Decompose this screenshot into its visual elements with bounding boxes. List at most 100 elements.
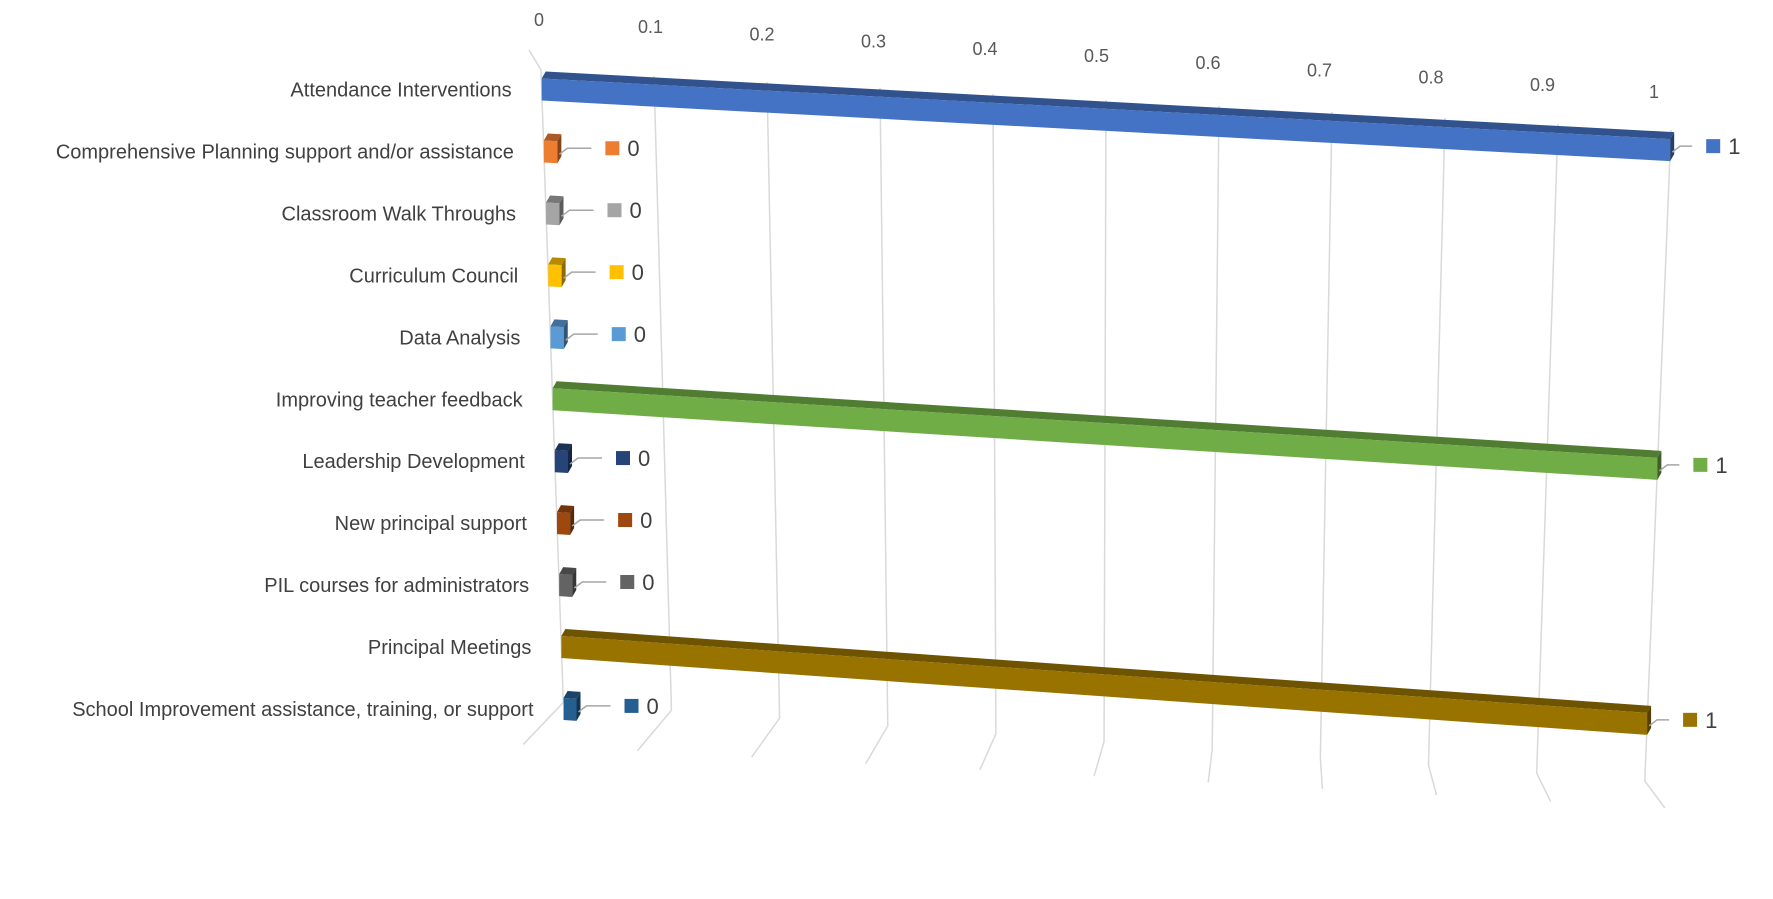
data-label-value: 0	[632, 260, 644, 285]
bar-top-face	[550, 319, 568, 328]
category-label: New principal support	[335, 513, 528, 535]
data-label-value: 0	[638, 446, 650, 471]
x-tick-label: 0.5	[1084, 46, 1109, 66]
legend-key	[618, 513, 633, 528]
gridline	[1207, 105, 1220, 783]
x-tick-label: 1	[1649, 82, 1659, 102]
bar-top-face	[543, 133, 562, 142]
bar-end-face	[1647, 705, 1652, 735]
gridline	[1319, 111, 1333, 789]
bar-end-face	[1670, 132, 1675, 162]
bar-front-face	[550, 326, 564, 350]
data-label: 1	[1658, 453, 1728, 478]
gridline	[636, 75, 673, 752]
data-label-value: 1	[1705, 708, 1717, 733]
legend-key	[605, 141, 620, 156]
bar	[543, 133, 562, 164]
bar-end-face	[572, 567, 577, 597]
bar-top-face	[546, 195, 564, 204]
legend-key	[616, 451, 630, 466]
bar-top-face	[556, 505, 575, 514]
leader-line	[1658, 464, 1680, 472]
category-label: Curriculum Council	[349, 265, 518, 287]
category-label: Principal Meetings	[368, 637, 531, 659]
data-label: 1	[1648, 708, 1717, 733]
leader-line	[578, 705, 611, 713]
bar-end-face	[557, 134, 562, 164]
data-label-value: 0	[627, 136, 639, 161]
leader-line	[565, 333, 598, 341]
bar-end-face	[576, 691, 581, 721]
data-label: 0	[565, 322, 646, 347]
x-tick-label: 0.2	[749, 24, 774, 44]
bar	[561, 629, 1652, 735]
bar-top-face	[548, 257, 566, 266]
leader-line	[573, 581, 607, 589]
bar-front-face	[563, 697, 577, 721]
legend-key	[609, 265, 624, 280]
category-label: Data Analysis	[399, 327, 520, 349]
data-label: 0	[563, 260, 644, 285]
leader-line	[1648, 719, 1670, 727]
legend-key	[1683, 712, 1698, 727]
data-label: 0	[571, 508, 652, 533]
data-label-value: 0	[634, 322, 646, 347]
leader-line	[558, 147, 592, 155]
axis-wall-edge	[528, 49, 542, 71]
leader-line	[571, 519, 605, 527]
x-tick-label: 0.8	[1418, 68, 1443, 88]
category-label: Improving teacher feedback	[276, 389, 524, 411]
gridline	[1644, 129, 1672, 809]
data-label: 0	[569, 446, 650, 471]
bars	[541, 71, 1675, 735]
gridline	[865, 87, 889, 764]
category-label: Comprehensive Planning support and/or as…	[56, 142, 514, 164]
x-tick-label: 0.7	[1307, 60, 1332, 80]
gridline	[1093, 99, 1107, 777]
bar-front-face	[554, 450, 568, 474]
bar-end-face	[568, 444, 572, 474]
bar-top-face	[561, 629, 1652, 713]
data-label-value: 0	[640, 508, 652, 533]
data-label: 0	[561, 198, 642, 223]
data-label-value: 1	[1715, 453, 1727, 478]
bar-front-face	[543, 140, 558, 164]
x-tick-label: 0.9	[1530, 75, 1555, 95]
legend-key	[1706, 139, 1721, 154]
bar-end-face	[561, 258, 566, 288]
bar	[548, 257, 566, 288]
bar-top-face	[541, 71, 1675, 140]
data-label-value: 0	[629, 198, 641, 223]
gridline	[979, 93, 997, 771]
data-label-value: 0	[647, 694, 659, 719]
data-label-value: 0	[642, 570, 654, 595]
category-label: PIL courses for administrators	[264, 575, 529, 597]
legend-key	[620, 574, 635, 589]
x-tick-label: 0.6	[1195, 53, 1220, 73]
gridline	[1427, 117, 1446, 796]
bar	[541, 71, 1675, 162]
category-label: Classroom Walk Throughs	[282, 203, 517, 225]
bar	[552, 381, 1662, 480]
category-label: Leadership Development	[302, 451, 525, 473]
bar-end-face	[559, 196, 564, 226]
leader-line	[1671, 145, 1693, 153]
x-tick-label: 0	[534, 10, 544, 30]
data-label-value: 1	[1728, 134, 1740, 159]
category-label: School Improvement assistance, training,…	[72, 699, 534, 721]
data-label: 0	[573, 570, 655, 595]
bar-front-face	[541, 78, 1671, 162]
bar-end-face	[563, 320, 568, 350]
bar-front-face	[546, 202, 560, 226]
bar	[546, 195, 564, 226]
leader-line	[563, 271, 596, 279]
legend-key	[611, 327, 626, 342]
bar	[556, 505, 575, 536]
leader-line	[569, 457, 602, 465]
bar	[554, 443, 572, 474]
bar-front-face	[561, 636, 1648, 735]
legend-key	[607, 203, 622, 218]
bar-end-face	[1657, 450, 1662, 480]
category-label: Attendance Interventions	[290, 80, 511, 102]
